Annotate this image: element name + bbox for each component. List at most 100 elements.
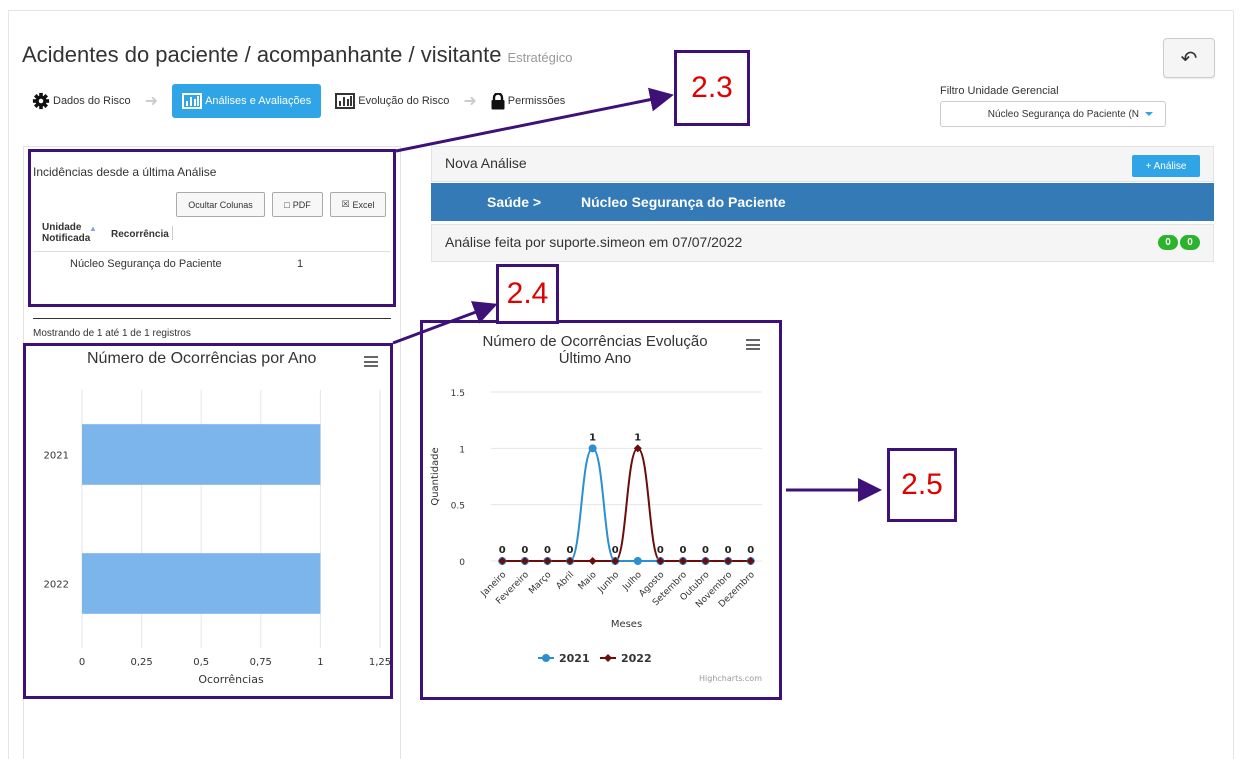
x-tick-label: 0,25 [130,657,152,668]
data-point [633,444,642,453]
y-tick-label: 0 [459,558,465,568]
back-button[interactable]: ↶ [1163,38,1215,78]
step-label: Evolução do Risco [358,95,450,107]
credits-label: Highcharts.com [699,674,762,683]
new-analysis-panel [431,146,1214,182]
data-label: 0 [567,545,574,556]
page-subtitle: Estratégico [507,50,573,65]
data-point [566,557,575,565]
callout-arrow [392,301,498,345]
x-axis-label: Meses [611,619,642,630]
page-frame [8,10,1234,759]
bar-chart-icon [335,93,356,109]
column-header-recurrence[interactable]: Recorrência [111,229,169,240]
y-tick-label: 2021 [44,451,69,462]
x-tick-label: 0 [79,657,85,668]
filter-label: Filtro Unidade Gerencial [940,85,1059,97]
incidences-title: Incidências desde a última Análise [33,165,217,179]
bar-chart: 0 0,25 0,5 0,75 1 1,25 Ocorrências 2021 2022 [44,390,391,686]
data-point [520,557,529,565]
legend-label: 2022 [621,652,652,665]
hide-columns-button[interactable]: Ocultar Colunas [176,192,265,217]
bar [82,553,321,614]
callout-label: 2.4 [496,264,559,324]
add-analysis-button[interactable]: + Análise [1132,155,1200,177]
step-dados-do-risco[interactable]: Dados do Risco [32,84,131,118]
data-label: 0 [521,545,528,556]
x-tick-label: 0,5 [193,657,209,668]
legend-marker [604,654,612,662]
hamburger-menu-icon[interactable] [746,339,760,350]
highlight-box [23,343,393,699]
step-evolucao-do-risco[interactable]: Evolução do Risco [335,84,449,118]
new-analysis-title: Nova Análise [445,155,527,171]
data-label: 1 [634,432,641,443]
count-badge: 0 [1180,235,1200,250]
breadcrumb-unit[interactable]: Núcleo Segurança do Paciente [581,194,786,210]
gear-icon [32,92,50,110]
table-info: Mostrando de 1 até 1 de 1 registros [33,328,191,339]
pdf-button[interactable]: □ PDF [272,192,323,217]
y-axis-label: Quantidade [430,447,441,505]
arrow-right-icon: ➜ [463,93,477,110]
table-header-divider [33,251,390,252]
table-cell-recurrence: 1 [297,258,304,270]
callout-arrow [395,87,674,153]
count-badge: 0 [1158,235,1178,250]
analysis-done-panel[interactable] [431,224,1214,262]
chart-title: Número de Ocorrências por Ano [87,350,317,367]
column-header-unit[interactable]: Unidade Notificada [42,222,91,244]
legend-marker [542,654,550,662]
data-point [611,557,620,565]
table-bottom-rule [33,318,391,319]
callout-label: 2.3 [674,50,750,126]
step-permissoes[interactable]: Permissões [491,84,565,118]
data-point [543,557,552,565]
callout-label: 2.5 [887,448,957,522]
data-point [656,557,665,565]
bar [82,424,321,485]
y-tick-label: 1 [459,445,465,455]
arrow-right-icon: ➜ [144,93,159,110]
data-point [701,557,710,565]
sort-asc-icon: ▲ [89,224,97,233]
file-icon: ☒ [341,199,350,209]
x-axis-label: Ocorrências [198,673,264,686]
analysis-done-text: Análise feita por suporte.simeon em 07/0… [445,234,743,250]
data-label: 0 [544,545,551,556]
analysis-breadcrumb-bar[interactable]: Saúde > Núcleo Segurança do Paciente [431,183,1214,221]
reply-arrow-icon: ↶ [1180,47,1198,70]
data-point [588,557,597,565]
lock-icon [491,92,505,109]
data-point [746,557,755,565]
data-label: 0 [747,545,754,556]
table-cell-unit: Núcleo Segurança do Paciente [70,258,222,270]
data-point [588,444,597,453]
column-divider [172,226,173,240]
data-label: 0 [679,545,686,556]
data-label: 0 [725,545,732,556]
excel-button[interactable]: ☒ Excel [330,192,386,217]
data-label: 0 [657,545,664,556]
breadcrumb-saude[interactable]: Saúde > [487,194,542,210]
caret-down-icon [1145,112,1153,116]
step-label: Análises e Avaliações [205,95,312,107]
data-point [678,557,687,565]
x-tick-label: 1 [317,657,323,668]
data-label: 0 [499,545,506,556]
data-label: 1 [589,432,596,443]
y-tick-label: 0.5 [451,502,465,512]
x-tick-label: 0,75 [250,657,272,668]
step-label: Dados do Risco [53,95,131,107]
unit-filter-select[interactable]: Núcleo Segurança do Paciente (N [940,101,1166,127]
data-point [498,557,507,565]
step-analises-e-avaliacoes[interactable]: Análises e Avaliações [172,84,322,118]
x-tick-label: 1,25 [369,657,391,668]
data-label: 0 [612,545,619,556]
data-point [633,557,642,565]
highlight-box [28,149,396,307]
data-label: 0 [702,545,709,556]
hamburger-menu-icon[interactable] [364,356,378,367]
